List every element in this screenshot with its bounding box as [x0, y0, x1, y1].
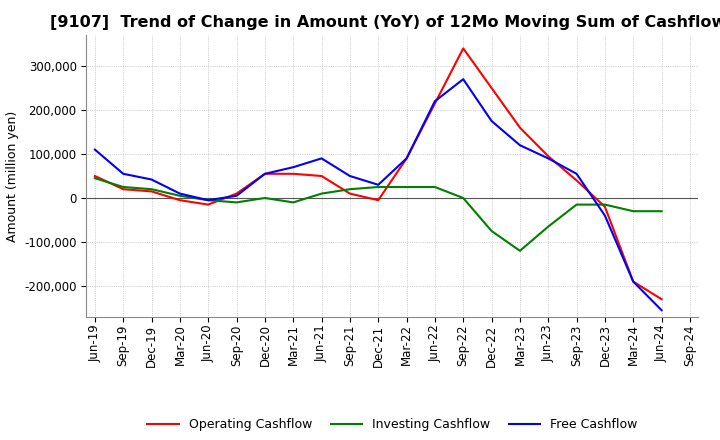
Operating Cashflow: [487, 85, 496, 91]
Free Cashflow: [261, 171, 269, 176]
Operating Cashflow: [233, 191, 241, 196]
Operating Cashflow: [516, 125, 524, 130]
Free Cashflow: [629, 279, 637, 284]
Investing Cashflow: [459, 195, 467, 201]
Investing Cashflow: [289, 200, 297, 205]
Investing Cashflow: [148, 187, 156, 192]
Investing Cashflow: [318, 191, 326, 196]
Investing Cashflow: [572, 202, 581, 207]
Free Cashflow: [657, 308, 666, 313]
Operating Cashflow: [289, 171, 297, 176]
Investing Cashflow: [516, 248, 524, 253]
Investing Cashflow: [374, 184, 382, 190]
Operating Cashflow: [148, 189, 156, 194]
Legend: Operating Cashflow, Investing Cashflow, Free Cashflow: Operating Cashflow, Investing Cashflow, …: [143, 413, 642, 436]
Operating Cashflow: [204, 202, 212, 207]
Line: Operating Cashflow: Operating Cashflow: [95, 48, 662, 299]
Free Cashflow: [459, 77, 467, 82]
Operating Cashflow: [572, 178, 581, 183]
Operating Cashflow: [459, 46, 467, 51]
Operating Cashflow: [600, 204, 609, 209]
Free Cashflow: [233, 193, 241, 198]
Operating Cashflow: [176, 198, 184, 203]
Free Cashflow: [176, 191, 184, 196]
Operating Cashflow: [431, 101, 439, 106]
Operating Cashflow: [261, 171, 269, 176]
Free Cashflow: [374, 182, 382, 187]
Free Cashflow: [516, 143, 524, 148]
Investing Cashflow: [346, 187, 354, 192]
Free Cashflow: [148, 177, 156, 182]
Free Cashflow: [204, 198, 212, 203]
Investing Cashflow: [657, 209, 666, 214]
Investing Cashflow: [431, 184, 439, 190]
Free Cashflow: [289, 165, 297, 170]
Investing Cashflow: [233, 200, 241, 205]
Investing Cashflow: [91, 176, 99, 181]
Operating Cashflow: [318, 173, 326, 179]
Y-axis label: Amount (million yen): Amount (million yen): [6, 110, 19, 242]
Free Cashflow: [572, 171, 581, 176]
Operating Cashflow: [346, 191, 354, 196]
Investing Cashflow: [487, 228, 496, 234]
Investing Cashflow: [402, 184, 411, 190]
Free Cashflow: [346, 173, 354, 179]
Investing Cashflow: [119, 184, 127, 190]
Investing Cashflow: [544, 224, 552, 229]
Line: Investing Cashflow: Investing Cashflow: [95, 178, 662, 251]
Operating Cashflow: [374, 198, 382, 203]
Investing Cashflow: [176, 193, 184, 198]
Free Cashflow: [544, 156, 552, 161]
Investing Cashflow: [629, 209, 637, 214]
Free Cashflow: [402, 156, 411, 161]
Free Cashflow: [91, 147, 99, 152]
Operating Cashflow: [657, 297, 666, 302]
Free Cashflow: [318, 156, 326, 161]
Operating Cashflow: [629, 279, 637, 284]
Operating Cashflow: [544, 154, 552, 159]
Free Cashflow: [431, 99, 439, 104]
Free Cashflow: [487, 118, 496, 124]
Investing Cashflow: [261, 195, 269, 201]
Investing Cashflow: [600, 202, 609, 207]
Investing Cashflow: [204, 198, 212, 203]
Operating Cashflow: [402, 156, 411, 161]
Free Cashflow: [119, 171, 127, 176]
Line: Free Cashflow: Free Cashflow: [95, 79, 662, 310]
Operating Cashflow: [91, 173, 99, 179]
Free Cashflow: [600, 213, 609, 218]
Title: [9107]  Trend of Change in Amount (YoY) of 12Mo Moving Sum of Cashflows: [9107] Trend of Change in Amount (YoY) o…: [50, 15, 720, 30]
Operating Cashflow: [119, 187, 127, 192]
